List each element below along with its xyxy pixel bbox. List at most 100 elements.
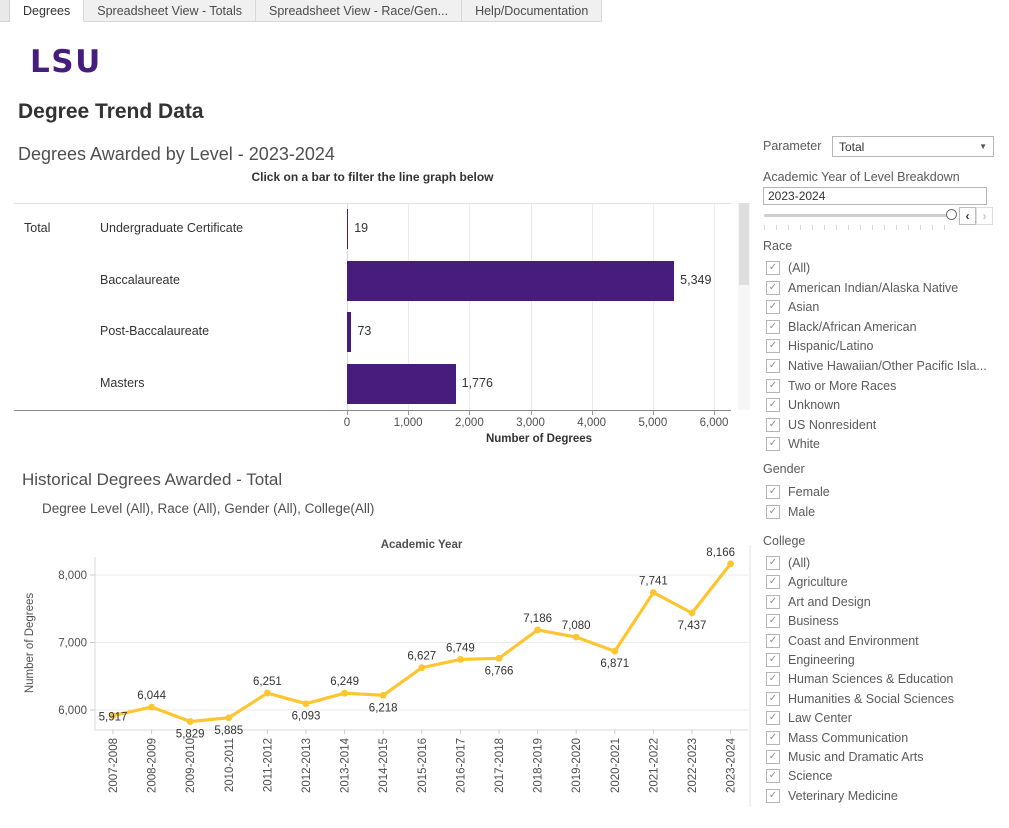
- checkbox-row-race-black-african-american[interactable]: ✓ Black/African American: [766, 319, 917, 335]
- line-value-label: 6,749: [446, 642, 475, 654]
- bar-post-baccalaureate[interactable]: [347, 312, 352, 353]
- line-mark[interactable]: [611, 647, 619, 655]
- checkbox-label: (All): [788, 556, 811, 570]
- line-mark[interactable]: [341, 689, 348, 697]
- checkbox-row-race-all[interactable]: ✓ (All): [766, 260, 810, 276]
- year-slider-track[interactable]: [764, 214, 948, 217]
- bar-masters[interactable]: [347, 364, 456, 405]
- checkbox-coast-and-environment[interactable]: ✓: [766, 633, 780, 648]
- checkbox-row-college-law-center[interactable]: ✓ Law Center: [766, 710, 852, 726]
- checkbox-row-race-hispanic-latino[interactable]: ✓ Hispanic/Latino: [766, 338, 873, 354]
- checkbox-row-race-asian[interactable]: ✓ Asian: [766, 299, 819, 315]
- checkbox-row-race-american-indian-alaska-native[interactable]: ✓ American Indian/Alaska Native: [766, 280, 958, 296]
- checkbox-row-college-science[interactable]: ✓ Science: [766, 768, 832, 784]
- bar-category-label-undergraduate-certificate[interactable]: Undergraduate Certificate: [100, 220, 244, 235]
- checkbox-row-college-agriculture[interactable]: ✓ Agriculture: [766, 574, 848, 590]
- line-mark[interactable]: [225, 714, 233, 722]
- line-mark[interactable]: [264, 689, 271, 697]
- checkbox-agriculture[interactable]: ✓: [766, 575, 780, 590]
- line-mark[interactable]: [457, 656, 464, 663]
- checkbox-label: Mass Communication: [788, 730, 909, 745]
- checkbox-row-race-two-or-more-races[interactable]: ✓ Two or More Races: [766, 378, 896, 394]
- line-mark[interactable]: [109, 712, 117, 720]
- checkbox-row-college-engineering[interactable]: ✓ Engineering: [766, 652, 855, 668]
- line-mark[interactable]: [534, 626, 541, 634]
- line-mark[interactable]: [727, 560, 734, 568]
- line-mark[interactable]: [650, 589, 657, 596]
- checkbox-asian[interactable]: ✓: [766, 300, 780, 315]
- year-filter-input[interactable]: [763, 187, 987, 205]
- checkbox-row-college-humanities-social-sciences[interactable]: ✓ Humanities & Social Sciences: [766, 691, 954, 707]
- bar-undergraduate-certificate[interactable]: [347, 208, 349, 249]
- parameter-select[interactable]: Total ▼: [832, 136, 994, 157]
- checkbox-male[interactable]: ✓: [766, 504, 780, 519]
- tab-help-documentation[interactable]: Help/Documentation: [462, 0, 603, 22]
- checkbox-row-gender-male[interactable]: ✓ Male: [766, 504, 815, 520]
- line-mark[interactable]: [186, 718, 194, 725]
- line-value-label: 5,829: [176, 729, 205, 741]
- bar-chart-title: Degrees Awarded by Level - 2023-2024: [18, 144, 335, 164]
- checkbox-two-or-more-races[interactable]: ✓: [766, 378, 780, 393]
- checkbox-black-african-american[interactable]: ✓: [766, 319, 780, 334]
- checkbox-label: Humanities & Social Sciences: [788, 691, 955, 706]
- bar-x-tick-label: 2,000: [454, 417, 484, 429]
- checkbox-row-race-unknown[interactable]: ✓ Unknown: [766, 397, 840, 413]
- checkbox-music-and-dramatic-arts[interactable]: ✓: [766, 750, 780, 764]
- checkbox-human-sciences-education[interactable]: ✓: [766, 672, 780, 687]
- checkbox-female[interactable]: ✓: [766, 485, 780, 499]
- bar-category-label-masters[interactable]: Masters: [100, 376, 145, 391]
- checkbox-humanities-social-sciences[interactable]: ✓: [766, 691, 780, 706]
- checkbox-hispanic-latino[interactable]: ✓: [766, 339, 780, 354]
- checkbox-mass-communication[interactable]: ✓: [766, 730, 780, 745]
- checkbox-all[interactable]: ✓: [766, 261, 780, 275]
- bar-scrollbar-thumb[interactable]: [739, 203, 749, 285]
- checkbox-row-college-coast-and-environment[interactable]: ✓ Coast and Environment: [766, 633, 919, 649]
- checkbox-all[interactable]: ✓: [766, 556, 780, 570]
- bar-category-label-baccalaureate[interactable]: Baccalaureate: [100, 272, 180, 287]
- checkbox-unknown[interactable]: ✓: [766, 398, 780, 413]
- checkbox-business[interactable]: ✓: [766, 614, 780, 629]
- checkbox-row-college-veterinary-medicine[interactable]: ✓ Veterinary Medicine: [766, 788, 898, 804]
- checkbox-row-college-all[interactable]: ✓ (All): [766, 555, 810, 571]
- line-mark[interactable]: [495, 654, 503, 662]
- bar-category-label-post-baccalaureate[interactable]: Post-Baccalaureate: [100, 324, 210, 339]
- checkbox-row-race-native-hawaiian-other-pacific-isla[interactable]: ✓ Native Hawaiian/Other Pacific Isla...: [766, 358, 987, 374]
- line-mark[interactable]: [688, 609, 696, 617]
- checkbox-american-indian-alaska-native[interactable]: ✓: [766, 280, 780, 295]
- checkbox-row-college-human-sciences-education[interactable]: ✓ Human Sciences & Education: [766, 671, 953, 687]
- bar-x-tick-label: 4,000: [577, 417, 607, 429]
- checkbox-row-race-white[interactable]: ✓ White: [766, 436, 820, 452]
- checkbox-science[interactable]: ✓: [766, 769, 780, 784]
- line-x-tick-label: 2020-2021: [610, 738, 622, 793]
- checkbox-row-college-art-and-design[interactable]: ✓ Art and Design: [766, 594, 871, 610]
- line-mark[interactable]: [302, 700, 310, 708]
- line-mark[interactable]: [418, 664, 426, 672]
- bar-axis-tick: [652, 411, 654, 415]
- line-mark[interactable]: [572, 633, 580, 641]
- checkbox-engineering[interactable]: ✓: [766, 653, 780, 667]
- checkbox-row-gender-female[interactable]: ✓ Female: [766, 484, 830, 500]
- tab-degrees[interactable]: Degrees: [10, 0, 85, 22]
- slider-next-button[interactable]: ›: [976, 207, 993, 225]
- bar-baccalaureate[interactable]: [347, 260, 675, 301]
- checkbox-row-college-music-and-dramatic-arts[interactable]: ✓ Music and Dramatic Arts: [766, 749, 923, 765]
- line-mark[interactable]: [379, 691, 387, 699]
- checkbox-label: Female: [788, 485, 830, 499]
- checkbox-row-race-us-nonresident[interactable]: ✓ US Nonresident: [766, 417, 876, 433]
- checkbox-white[interactable]: ✓: [766, 437, 780, 452]
- checkbox-art-and-design[interactable]: ✓: [766, 594, 780, 609]
- tab-spreadsheet-view-race-gen[interactable]: Spreadsheet View - Race/Gen...: [256, 0, 463, 22]
- bar-x-axis-title: Number of Degrees: [485, 433, 593, 445]
- slider-prev-button[interactable]: ‹: [959, 207, 976, 225]
- line-value-label: 7,080: [562, 620, 591, 632]
- checkbox-veterinary-medicine[interactable]: ✓: [766, 788, 780, 803]
- tab-spreadsheet-view-totals[interactable]: Spreadsheet View - Totals: [84, 0, 257, 22]
- checkbox-row-college-business[interactable]: ✓ Business: [766, 613, 839, 629]
- year-slider-handle[interactable]: [946, 209, 957, 220]
- checkbox-row-college-mass-communication[interactable]: ✓ Mass Communication: [766, 730, 908, 746]
- line-mark[interactable]: [148, 703, 156, 711]
- checkbox-law-center[interactable]: ✓: [766, 711, 780, 726]
- checkbox-native-hawaiian-other-pacific-isla[interactable]: ✓: [766, 359, 780, 373]
- checkbox-us-nonresident[interactable]: ✓: [766, 417, 780, 432]
